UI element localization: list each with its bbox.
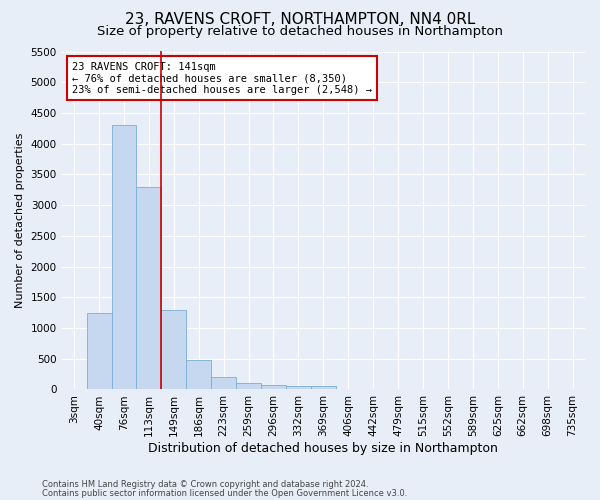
Bar [236, 384, 261, 390]
Text: 23 RAVENS CROFT: 141sqm
← 76% of detached houses are smaller (8,350)
23% of semi: 23 RAVENS CROFT: 141sqm ← 76% of detache… [72, 62, 372, 95]
Text: 23, RAVENS CROFT, NORTHAMPTON, NN4 0RL: 23, RAVENS CROFT, NORTHAMPTON, NN4 0RL [125, 12, 475, 28]
Bar [211, 377, 236, 390]
X-axis label: Distribution of detached houses by size in Northampton: Distribution of detached houses by size … [148, 442, 498, 455]
Text: Contains public sector information licensed under the Open Government Licence v3: Contains public sector information licen… [42, 488, 407, 498]
Bar [261, 384, 286, 390]
Bar [136, 186, 161, 390]
Y-axis label: Number of detached properties: Number of detached properties [15, 133, 25, 308]
Text: Size of property relative to detached houses in Northampton: Size of property relative to detached ho… [97, 25, 503, 38]
Bar [311, 386, 336, 390]
Bar [286, 386, 311, 390]
Bar [186, 360, 211, 390]
Bar [86, 312, 112, 390]
Text: Contains HM Land Registry data © Crown copyright and database right 2024.: Contains HM Land Registry data © Crown c… [42, 480, 368, 489]
Bar [161, 310, 186, 390]
Bar [112, 125, 136, 390]
